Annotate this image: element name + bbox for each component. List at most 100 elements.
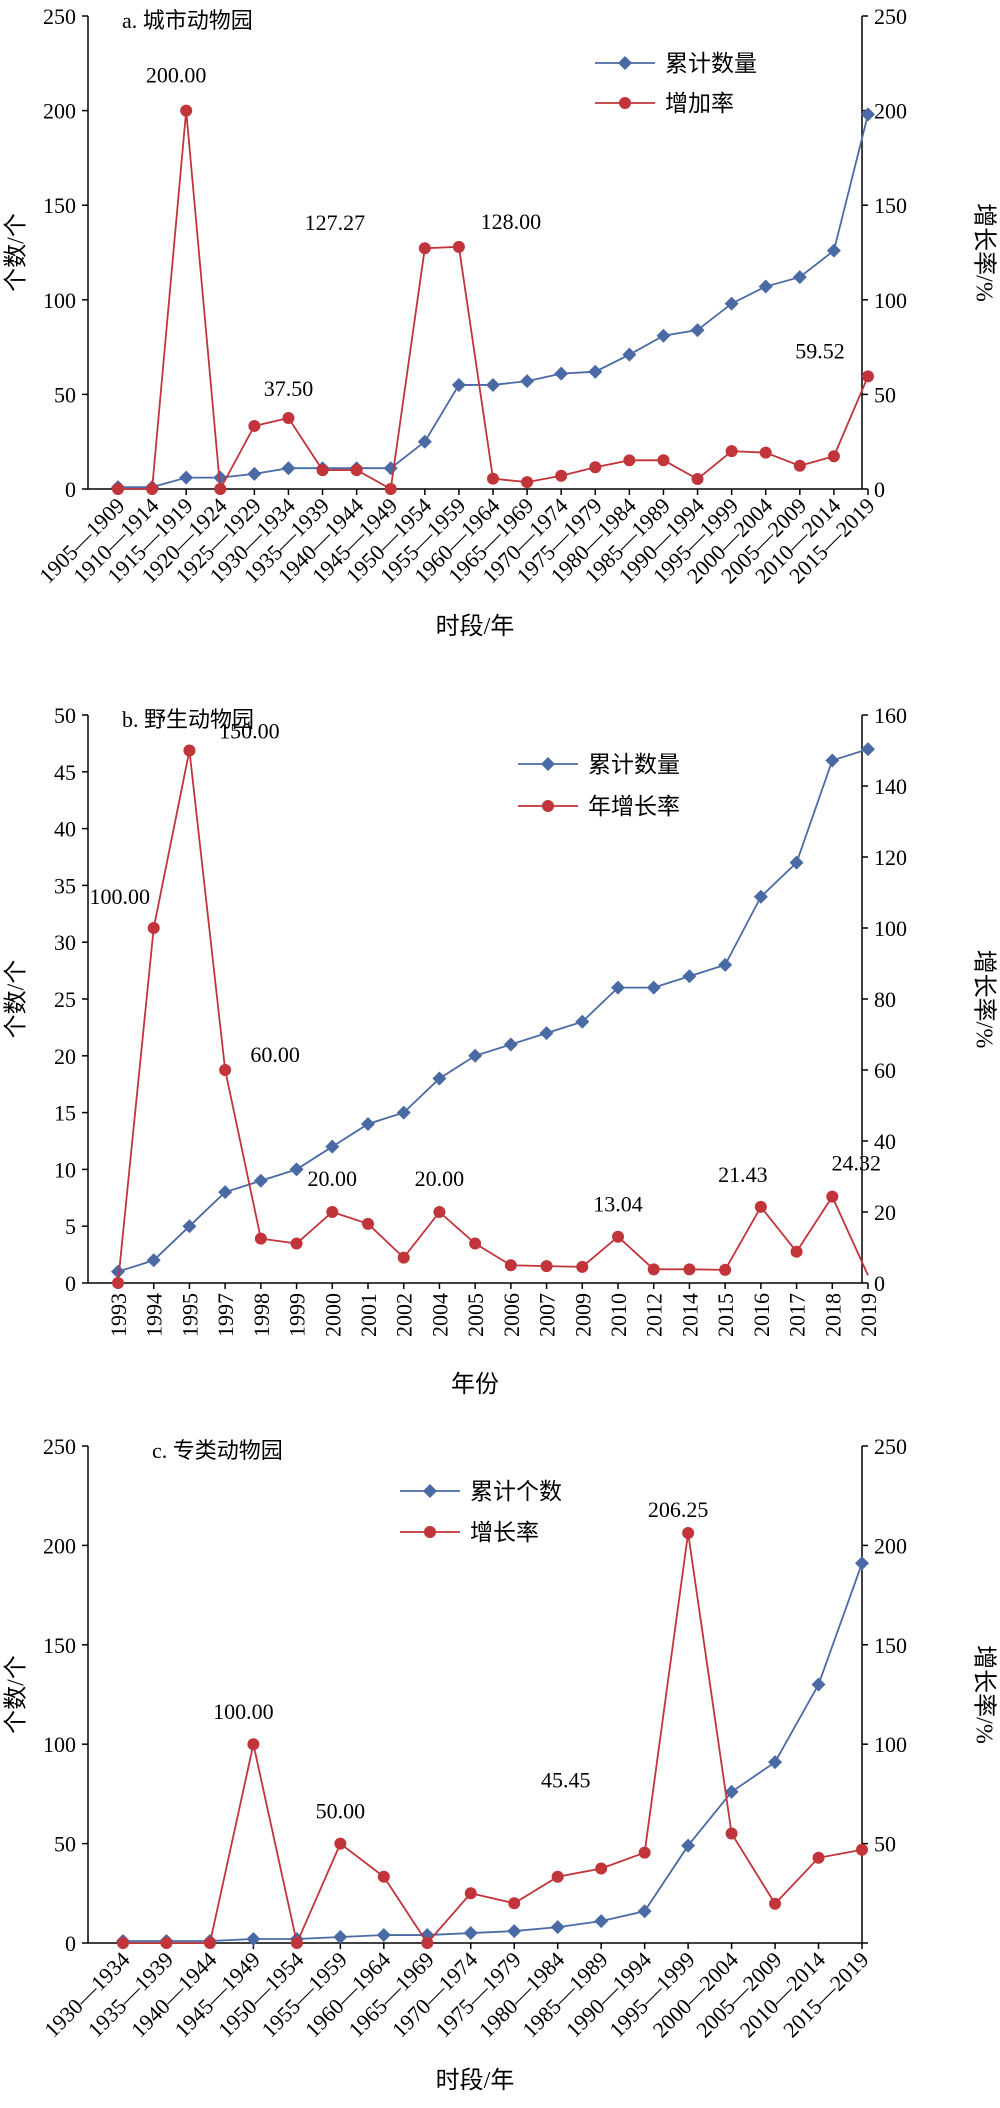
series-point-diamond: [682, 969, 697, 984]
legend-label: 累计数量: [665, 51, 757, 76]
series-point-diamond: [811, 1677, 826, 1692]
series-point-diamond: [333, 1930, 348, 1945]
series-point-circle: [248, 419, 261, 432]
data-label: 60.00: [250, 1042, 300, 1067]
y-axis-title-right: 增长率/%: [970, 950, 997, 1049]
y-tick-label-left: 5: [65, 1214, 76, 1239]
series-point-diamond: [179, 470, 194, 485]
series-point-diamond: [468, 1048, 483, 1063]
series-point-diamond: [753, 889, 768, 904]
series-point-circle: [117, 1937, 129, 1949]
y-tick-label-left: 35: [54, 873, 76, 898]
series-point-circle: [790, 1245, 803, 1258]
y-tick-label-left: 40: [54, 817, 76, 842]
series-point-diamond: [656, 328, 671, 343]
y-tick-label-right: 250: [874, 4, 907, 29]
x-tick-label: 2018: [820, 1293, 845, 1337]
x-tick-label: 2019: [856, 1293, 881, 1337]
series-point-diamond: [289, 1162, 304, 1177]
x-axis-title: 年份: [451, 1371, 499, 1398]
series-point-diamond: [396, 1105, 411, 1120]
y-tick-label-right: 100: [874, 916, 907, 941]
x-tick-label: 2010: [606, 1293, 631, 1337]
legend-label: 增长率: [470, 1520, 539, 1545]
series-point-circle: [576, 1260, 589, 1273]
series-point-circle: [725, 1827, 738, 1840]
data-label: 45.45: [541, 1768, 591, 1793]
series-point-diamond: [826, 243, 841, 258]
series-point-circle: [812, 1851, 825, 1864]
series-point-circle: [682, 1526, 695, 1539]
y-tick-label-left: 50: [54, 382, 76, 407]
series-point-diamond: [789, 855, 804, 870]
series-point-diamond: [724, 1784, 739, 1799]
series-point-circle: [334, 1837, 347, 1850]
legend-marker-diamond: [541, 757, 555, 771]
x-tick-label: 2009: [570, 1293, 595, 1337]
x-tick-label: 2016: [749, 1293, 774, 1337]
series-point-circle: [508, 1897, 521, 1910]
series-point-circle: [589, 461, 602, 474]
series-point-circle: [421, 1937, 434, 1949]
y-tick-label-left: 50: [54, 1832, 76, 1857]
x-tick-label: 2007: [535, 1293, 560, 1337]
y-axis-title-right: 增长率/%: [970, 1645, 997, 1744]
data-label: 20.00: [415, 1166, 465, 1191]
x-axis-title: 时段/年: [436, 2067, 515, 2094]
y-tick-label-right: 40: [874, 1129, 896, 1154]
x-tick-label: 2005: [463, 1293, 488, 1337]
series-point-diamond: [247, 466, 262, 481]
series-point-diamond: [246, 1932, 261, 1947]
series-point-diamond: [861, 742, 875, 757]
series-point-circle: [623, 454, 636, 467]
y-tick-label-right: 200: [874, 1533, 907, 1558]
y-tick-label-left: 20: [54, 1044, 76, 1069]
series-point-circle: [316, 464, 329, 477]
legend-marker-circle: [542, 800, 554, 812]
series-point-circle: [754, 1200, 767, 1213]
series-point-diamond: [520, 374, 535, 389]
series-point-diamond: [550, 1920, 565, 1935]
series-point-circle: [247, 1738, 260, 1751]
x-axis-title: 时段/年: [436, 613, 515, 640]
data-label: 21.43: [718, 1162, 768, 1187]
y-tick-label-right: 50: [874, 382, 896, 407]
series-point-diamond: [594, 1914, 609, 1929]
legend-label: 年增长率: [588, 794, 680, 819]
y-axis-title-left: 个数/个: [3, 1655, 30, 1734]
y-tick-label-left: 0: [65, 1931, 76, 1956]
series-point-circle: [862, 370, 874, 383]
x-tick-label: 1998: [249, 1293, 274, 1337]
x-tick-label: 1993: [106, 1293, 131, 1337]
series-point-diamond: [281, 461, 296, 476]
series-point-circle: [146, 483, 159, 495]
series-point-circle: [827, 450, 840, 463]
y-tick-label-left: 100: [43, 288, 76, 313]
series-point-circle: [180, 104, 193, 117]
series-point-diamond: [539, 1026, 554, 1041]
series-point-circle: [452, 240, 465, 253]
y-tick-label-left: 200: [43, 99, 76, 124]
series-point-circle: [433, 1206, 446, 1218]
series-point-circle: [719, 1263, 732, 1276]
y-tick-label-right: 80: [874, 987, 896, 1012]
series-point-diamond: [361, 1116, 375, 1131]
series-point-diamond: [861, 107, 875, 122]
series-line-1: [123, 1562, 863, 1942]
x-tick-label: 2014: [677, 1293, 702, 1337]
y-tick-label-right: 100: [874, 1732, 907, 1757]
y-tick-label-left: 100: [43, 1732, 76, 1757]
y-tick-label-right: 200: [874, 99, 907, 124]
series-point-circle: [769, 1897, 782, 1910]
series-point-circle: [725, 445, 738, 458]
series-point-circle: [657, 454, 670, 467]
y-tick-label-left: 150: [43, 193, 76, 218]
series-point-circle: [540, 1260, 553, 1273]
y-tick-label-right: 250: [874, 1434, 907, 1459]
y-tick-label-right: 150: [874, 1633, 907, 1658]
y-tick-label-left: 45: [54, 760, 76, 785]
legend-marker-circle: [424, 1526, 436, 1538]
y-tick-label-right: 150: [874, 193, 907, 218]
series-point-circle: [183, 744, 196, 757]
